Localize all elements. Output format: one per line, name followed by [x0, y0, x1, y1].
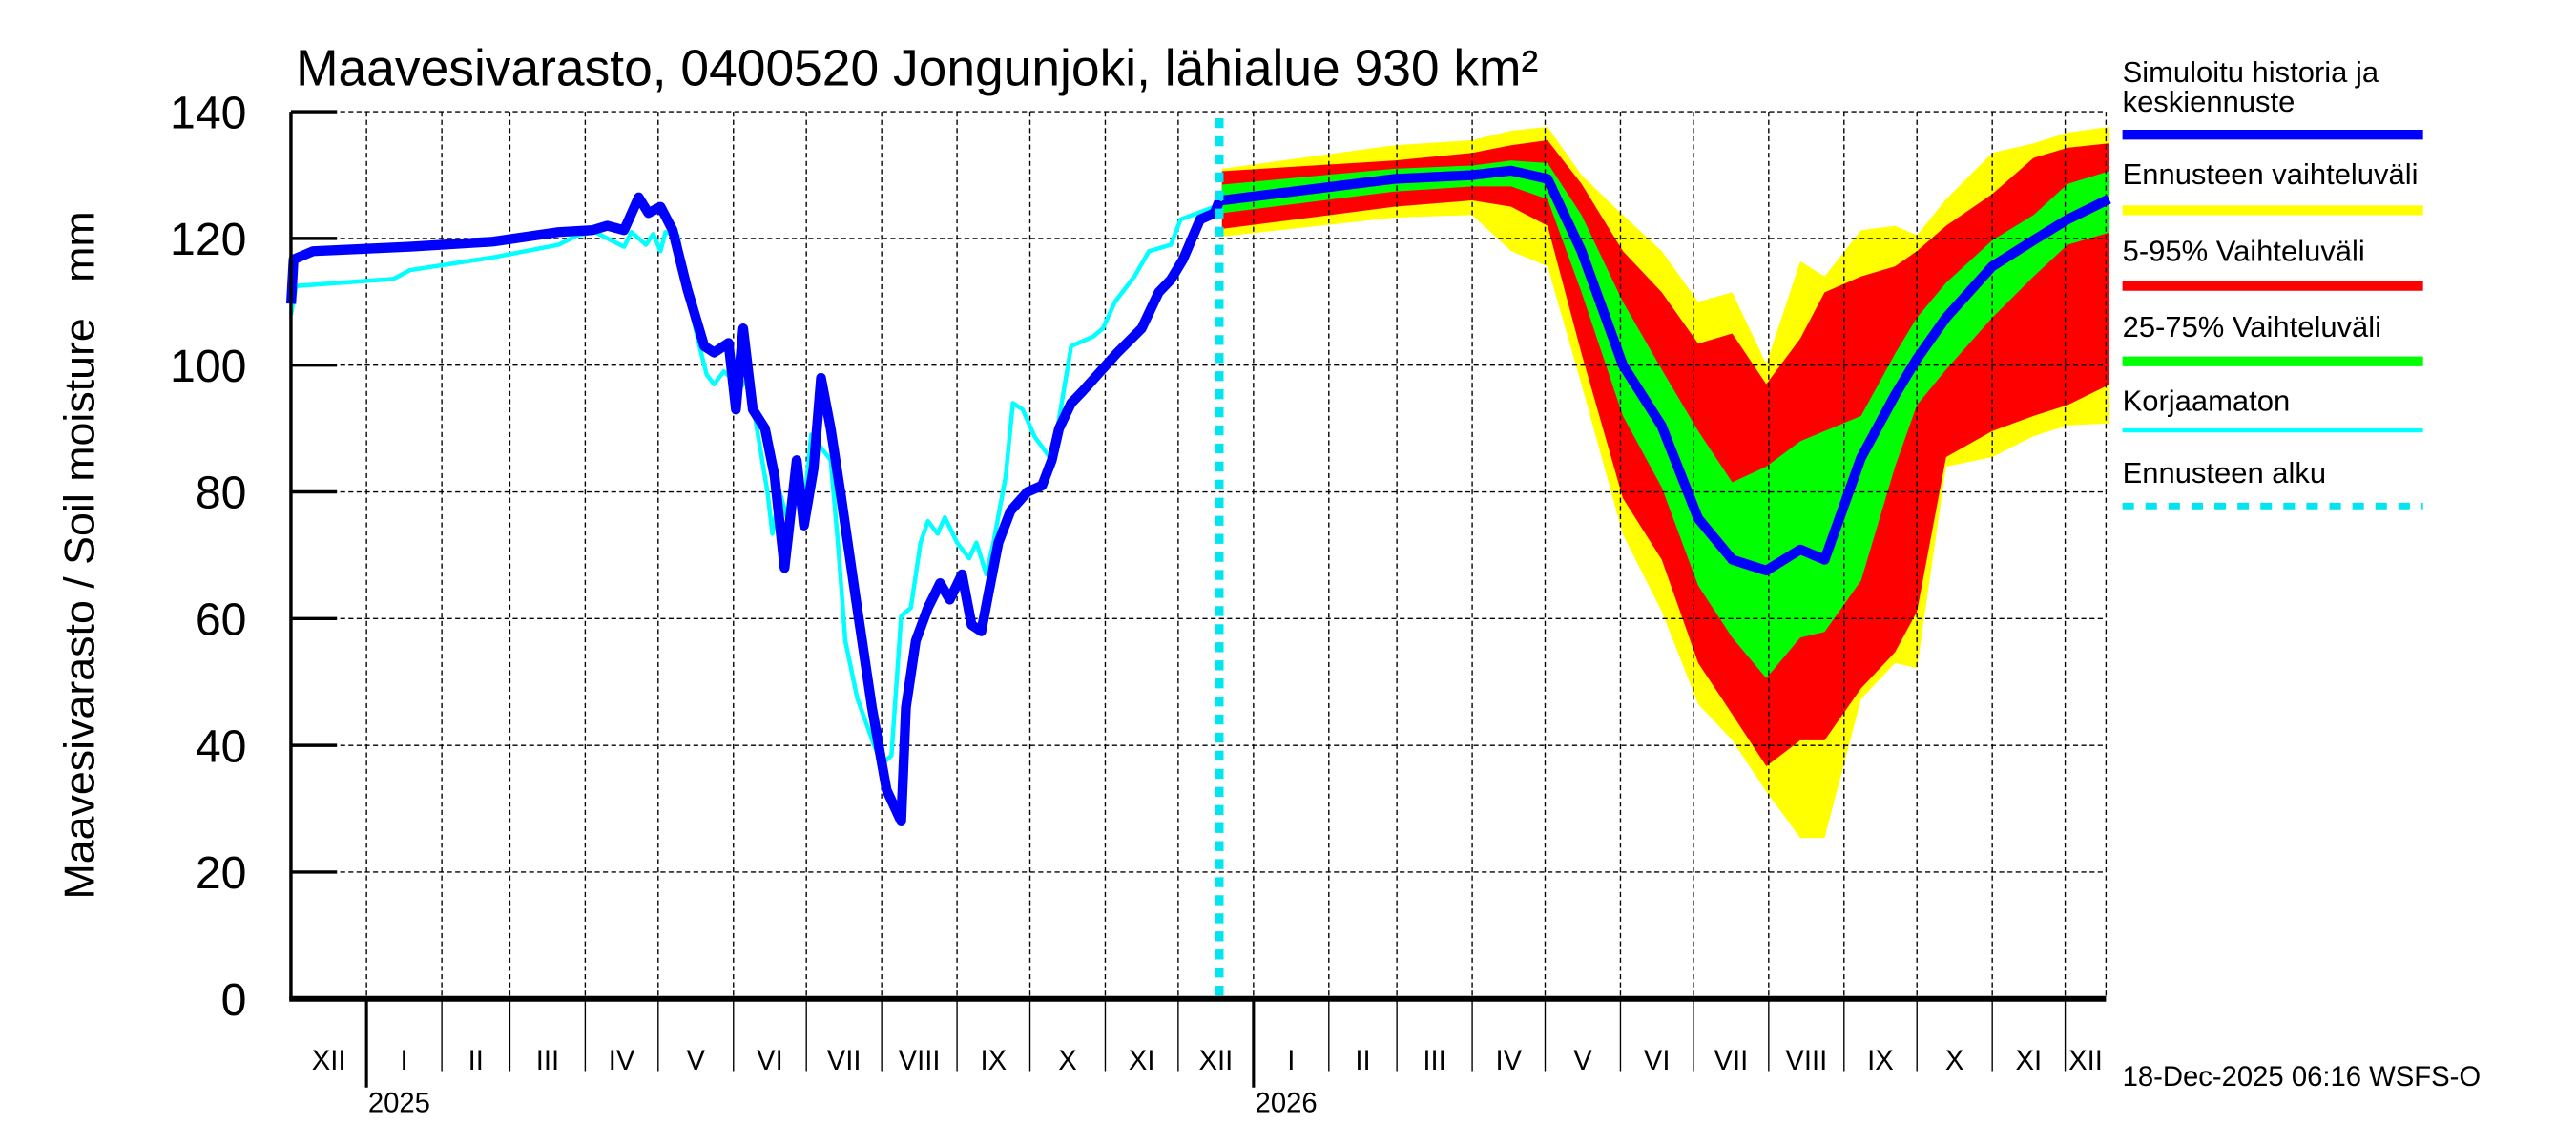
- legend-label-simulated: Simuloitu historia ja: [2123, 55, 2379, 89]
- grid-lines: [290, 111, 2108, 999]
- forecast-bands: [1221, 127, 2109, 839]
- month-label: VII: [827, 1046, 862, 1076]
- month-label: VII: [1714, 1046, 1748, 1076]
- month-label: III: [1423, 1046, 1445, 1076]
- month-label: V: [1573, 1046, 1592, 1076]
- month-label: IV: [1495, 1046, 1522, 1076]
- legend-label-p25_75: 25-75% Vaihteluväli: [2123, 310, 2381, 344]
- month-label: XII: [2068, 1046, 2103, 1076]
- y-tick-label: 20: [196, 847, 247, 899]
- month-label: III: [536, 1046, 559, 1076]
- month-label: VIII: [1785, 1046, 1827, 1076]
- month-label: XII: [1198, 1046, 1233, 1076]
- timestamp-footer: 18-Dec-2025 06:16 WSFS-O: [2123, 1062, 2482, 1093]
- y-tick-label: 0: [221, 974, 247, 1026]
- legend-label-forecast_start: Ennusteen alku: [2123, 456, 2327, 489]
- y-tick-label: 60: [196, 594, 247, 646]
- month-label: IV: [609, 1046, 635, 1076]
- y-tick-label: 80: [196, 468, 247, 519]
- chart-title: Maavesivarasto, 0400520 Jongunjoki, lähi…: [296, 41, 1538, 97]
- uncorrected-line: [288, 204, 1215, 767]
- y-tick-label: 40: [196, 720, 247, 772]
- year-label: 2026: [1256, 1089, 1318, 1119]
- month-label: X: [1945, 1046, 1964, 1076]
- legend-label-p5_95: 5-95% Vaihteluväli: [2123, 235, 2365, 268]
- month-label: VI: [757, 1046, 783, 1076]
- month-label: IX: [1867, 1046, 1894, 1076]
- month-label: XI: [2016, 1046, 2043, 1076]
- year-label: 2025: [368, 1089, 430, 1119]
- legend-label-full_range: Ennusteen vaihteluväli: [2123, 157, 2419, 191]
- month-label: VI: [1644, 1046, 1671, 1076]
- month-label: I: [401, 1046, 408, 1076]
- legend-label-uncorrected: Korjaamaton: [2123, 384, 2291, 417]
- band-25-75: [1221, 160, 2109, 678]
- y-axis-label: Maavesivarasto / Soil moisture mm: [55, 211, 103, 899]
- month-label: XI: [1129, 1046, 1155, 1076]
- month-label: VIII: [899, 1046, 941, 1076]
- y-tick-label: 120: [170, 214, 246, 265]
- y-tick-label: 140: [170, 87, 246, 138]
- simulated-history-line: [285, 192, 1225, 826]
- month-label: V: [687, 1046, 706, 1076]
- forecast-median-line: [1221, 165, 2111, 576]
- month-label: I: [1287, 1046, 1295, 1076]
- month-label: II: [468, 1046, 484, 1076]
- legend-label-simulated: keskiennuste: [2123, 85, 2296, 118]
- y-tick-label: 100: [170, 341, 246, 392]
- series-lines: [285, 117, 2111, 999]
- month-label: X: [1058, 1046, 1077, 1076]
- month-label: IX: [980, 1046, 1007, 1076]
- month-label: XII: [312, 1046, 346, 1076]
- month-label: II: [1355, 1046, 1370, 1076]
